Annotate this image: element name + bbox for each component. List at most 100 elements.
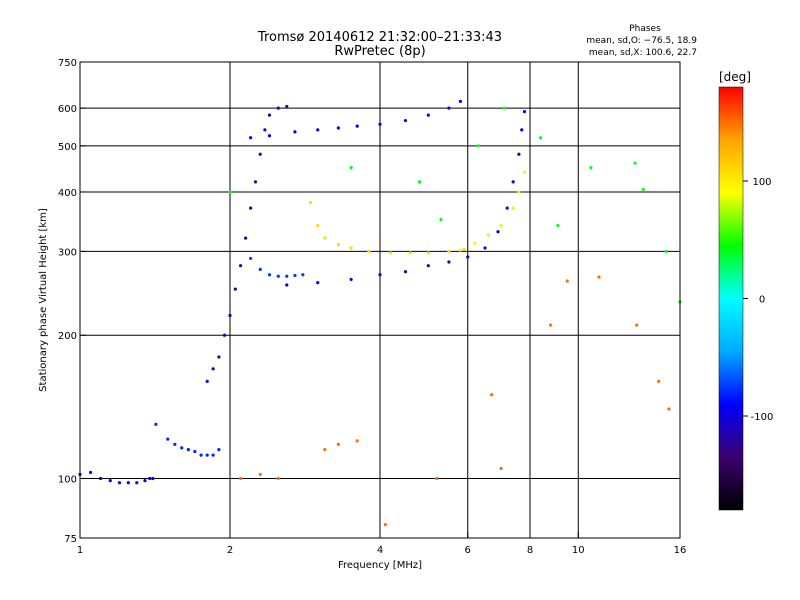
x-axis-label: Frequency [MHz]: [338, 560, 422, 571]
data-point: [549, 323, 553, 327]
data-point: [633, 161, 637, 165]
data-point: [143, 479, 147, 483]
data-point: [502, 106, 506, 110]
data-point: [249, 256, 253, 261]
data-point: [285, 104, 289, 109]
data-point: [349, 246, 353, 250]
colorbar-tick-label: 0: [759, 295, 765, 306]
data-point: [244, 236, 248, 240]
data-point: [285, 274, 289, 278]
data-point: [316, 280, 320, 285]
data-point: [483, 246, 487, 250]
y-tick-label: 300: [58, 247, 77, 258]
data-point: [538, 136, 543, 140]
data-point: [135, 481, 139, 485]
data-point: [276, 476, 280, 481]
data-point: [233, 287, 237, 291]
colorbar: [719, 87, 743, 510]
colorbar-outline: [718, 86, 744, 511]
data-point: [249, 136, 253, 140]
data-point: [301, 273, 305, 277]
data-point: [426, 251, 430, 255]
data-point: [426, 113, 430, 117]
data-point: [323, 236, 327, 240]
data-point: [228, 313, 232, 318]
data-point: [151, 476, 155, 481]
data-point: [88, 470, 93, 475]
data-point: [336, 126, 340, 130]
colorbar-label: [deg]: [719, 70, 751, 84]
x-tick-label: 4: [377, 545, 383, 556]
data-point: [496, 230, 500, 234]
data-point: [316, 223, 320, 228]
data-point: [403, 270, 408, 274]
data-point: [522, 110, 527, 114]
y-tick-label: 75: [64, 534, 77, 545]
data-point: [308, 200, 313, 205]
colorbar-tick-label: -100: [751, 412, 774, 423]
data-point: [490, 393, 494, 397]
data-point: [499, 223, 503, 228]
data-point: [276, 274, 280, 278]
x-tick-label: 10: [572, 545, 585, 556]
data-point: [211, 453, 215, 457]
data-point: [597, 275, 601, 279]
data-point: [349, 166, 353, 170]
data-point: [238, 264, 243, 268]
x-tick-label: 6: [465, 545, 471, 556]
data-point: [267, 134, 272, 138]
data-point: [263, 128, 267, 132]
data-point: [126, 481, 130, 485]
x-tick-label: 8: [527, 545, 533, 556]
data-point: [336, 243, 340, 247]
data-point: [565, 279, 569, 283]
data-point: [267, 273, 272, 277]
y-tick-label: 200: [58, 331, 77, 342]
data-point: [556, 223, 560, 228]
data-point: [439, 217, 443, 222]
data-point: [154, 422, 158, 426]
data-point: [462, 247, 466, 251]
data-point: [417, 180, 422, 184]
data-point: [505, 206, 509, 210]
data-point: [258, 472, 262, 477]
data-point: [458, 99, 463, 103]
data-point: [293, 273, 297, 278]
data-point: [267, 113, 272, 117]
data-point: [522, 170, 527, 174]
stats-line-x: mean, sd,X: 100.6, 22.7: [589, 48, 697, 58]
points-layer: [78, 99, 682, 527]
data-point: [99, 476, 103, 481]
data-point: [222, 333, 227, 337]
grid-layer: [80, 62, 680, 538]
x-tick-label: 2: [227, 545, 233, 556]
y-tick-label: 100: [58, 475, 77, 486]
data-point: [447, 249, 451, 254]
data-point: [378, 273, 382, 277]
data-point: [635, 323, 639, 327]
data-point: [108, 479, 112, 483]
data-point: [249, 206, 253, 210]
y-tick-label: 750: [58, 58, 77, 69]
colorbar-tick-label: 100: [752, 177, 771, 188]
data-point: [517, 190, 521, 194]
data-point: [285, 283, 289, 287]
data-point: [355, 439, 359, 443]
y-tick-label: 500: [58, 142, 77, 153]
data-point: [217, 355, 221, 359]
data-point: [211, 367, 215, 371]
data-point: [117, 481, 122, 485]
data-point: [511, 180, 515, 184]
data-point: [435, 476, 439, 481]
data-point: [447, 260, 451, 264]
data-point: [238, 476, 243, 481]
data-point: [355, 124, 359, 128]
data-point: [349, 277, 353, 282]
data-point: [657, 379, 661, 383]
data-point: [323, 448, 327, 452]
data-point: [228, 190, 232, 194]
data-point: [217, 448, 221, 452]
data-point: [258, 152, 262, 156]
data-point: [499, 466, 503, 471]
data-point: [253, 180, 258, 184]
